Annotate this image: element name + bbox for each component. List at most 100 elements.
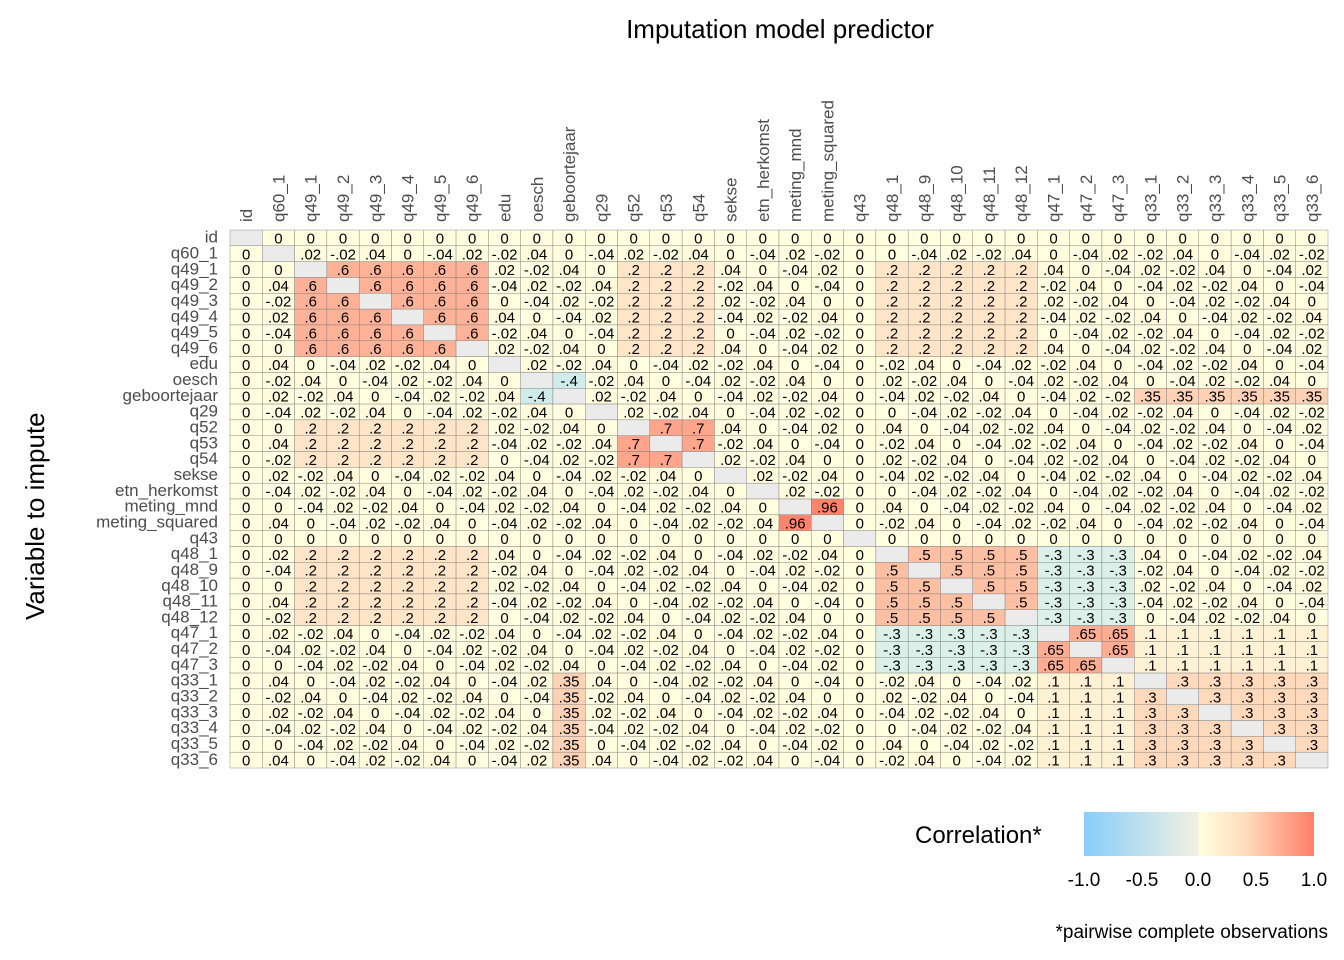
cell-value-label: -.04 <box>1267 262 1293 279</box>
heatmap-cell <box>1198 704 1232 721</box>
cell-value-label: -.02 <box>1170 499 1196 516</box>
cell-value-label: -.02 <box>621 547 647 564</box>
cell-value-label: -.02 <box>1202 436 1228 453</box>
cell-value-label: .5 <box>1015 579 1028 596</box>
cell-value-label: 0 <box>888 721 896 738</box>
y-tick-label: q49_2 <box>171 275 218 294</box>
cell-value-label: .04 <box>429 753 450 770</box>
cell-value-label: -.02 <box>1137 405 1163 422</box>
cell-value-label: .02 <box>1237 468 1258 485</box>
cell-value-label: 0 <box>242 499 250 516</box>
cell-value-label: 0 <box>403 721 411 738</box>
cell-value-label: .02 <box>656 737 677 754</box>
cell-value-label: .04 <box>656 389 677 406</box>
heatmap-cell <box>294 261 328 278</box>
cell-value-label: .65 <box>1075 626 1096 643</box>
cell-value-label: 0 <box>726 405 734 422</box>
cell-value-label: 0 <box>726 484 734 501</box>
cell-value-label: .04 <box>591 278 612 295</box>
cell-value-label: .3 <box>1176 753 1189 770</box>
cell-value-label: .2 <box>337 436 350 453</box>
cell-value-label: .6 <box>466 325 479 342</box>
cell-value-label: 0 <box>823 294 831 311</box>
cell-value-label: 0 <box>242 341 250 358</box>
y-tick-label: q49_4 <box>171 307 218 326</box>
cell-value-label: .5 <box>983 579 996 596</box>
cell-value-label: 0 <box>533 705 541 722</box>
cell-value-label: -.04 <box>1170 294 1196 311</box>
cell-value-label: .04 <box>591 674 612 691</box>
cell-value-label: -.02 <box>815 484 841 501</box>
cell-value-label: 0 <box>371 230 379 247</box>
cell-value-label: .2 <box>983 294 996 311</box>
cell-value-label: .1 <box>1047 689 1060 706</box>
cell-value-label: -.04 <box>653 594 679 611</box>
cell-value-label: .2 <box>692 294 705 311</box>
cell-value-label: -.04 <box>750 642 776 659</box>
cell-value-label: 0 <box>403 230 411 247</box>
cell-value-label: .2 <box>886 278 899 295</box>
cell-value-label: 0 <box>856 737 864 754</box>
cell-value-label: .04 <box>365 484 386 501</box>
cell-value-label: .2 <box>660 310 673 327</box>
cell-value-label: .35 <box>559 721 580 738</box>
cell-value-label: .04 <box>785 610 806 627</box>
cell-value-label: 0 <box>403 484 411 501</box>
cell-value-label: .02 <box>1301 579 1322 596</box>
cell-value-label: .3 <box>1209 689 1222 706</box>
cell-value-label: .2 <box>1015 278 1028 295</box>
cell-value-label: -.02 <box>653 721 679 738</box>
cell-value-label: .04 <box>785 689 806 706</box>
cell-value-label: .3 <box>1273 753 1286 770</box>
cell-value-label: 0 <box>468 674 476 691</box>
cell-value-label: .96 <box>817 499 838 516</box>
cell-value-label: .35 <box>1205 389 1226 406</box>
cell-value-label: 0 <box>242 642 250 659</box>
y-tick-label: q47_3 <box>171 655 218 674</box>
cell-value-label: 0 <box>662 531 670 548</box>
cell-value-label: .7 <box>692 420 705 437</box>
cell-value-label: .7 <box>692 436 705 453</box>
cell-value-label: -.02 <box>1170 262 1196 279</box>
cell-value-label: .04 <box>623 689 644 706</box>
cell-value-label: -.02 <box>1234 373 1260 390</box>
cell-value-label: .02 <box>1301 499 1322 516</box>
cell-value-label: 0 <box>1017 468 1025 485</box>
cell-value-label: -.3 <box>883 642 901 659</box>
cell-value-label: .6 <box>304 325 317 342</box>
cell-value-label: -.02 <box>1105 389 1131 406</box>
cell-value-label: -.04 <box>1267 579 1293 596</box>
cell-value-label: 0 <box>242 737 250 754</box>
cell-value-label: -.3 <box>916 642 934 659</box>
cell-value-label: -.02 <box>556 436 582 453</box>
cell-value-label: .02 <box>1205 294 1226 311</box>
cell-value-label: .3 <box>1306 721 1319 738</box>
cell-value-label: .3 <box>1176 705 1189 722</box>
cell-value-label: .5 <box>950 610 963 627</box>
heatmap-cell <box>358 293 392 310</box>
cell-value-label: .2 <box>401 563 414 580</box>
cell-value-label: 0 <box>1146 230 1154 247</box>
cell-value-label: .04 <box>365 642 386 659</box>
cell-value-label: -.04 <box>1105 341 1131 358</box>
cell-value-label: 0 <box>1243 499 1251 516</box>
cell-value-label: 0 <box>856 753 864 770</box>
cell-value-label: .7 <box>627 436 640 453</box>
cell-value-label: 0 <box>1114 436 1122 453</box>
cell-value-label: 0 <box>242 753 250 770</box>
cell-value-label: 0 <box>274 531 282 548</box>
cell-value-label: .2 <box>369 436 382 453</box>
cell-value-label: -.3 <box>883 658 901 675</box>
cell-value-label: 0 <box>436 531 444 548</box>
cell-value-label: -.04 <box>427 246 453 263</box>
cell-value-label: .02 <box>720 373 741 390</box>
cell-value-label: .04 <box>752 278 773 295</box>
cell-value-label: -.02 <box>621 389 647 406</box>
cell-value-label: .02 <box>429 389 450 406</box>
cell-value-label: .2 <box>434 610 447 627</box>
cell-value-label: .02 <box>429 626 450 643</box>
cell-value-label: .3 <box>1241 674 1254 691</box>
y-tick-label: q48_11 <box>163 592 218 611</box>
cell-value-label: .2 <box>369 547 382 564</box>
cell-value-label: -.02 <box>1299 484 1325 501</box>
